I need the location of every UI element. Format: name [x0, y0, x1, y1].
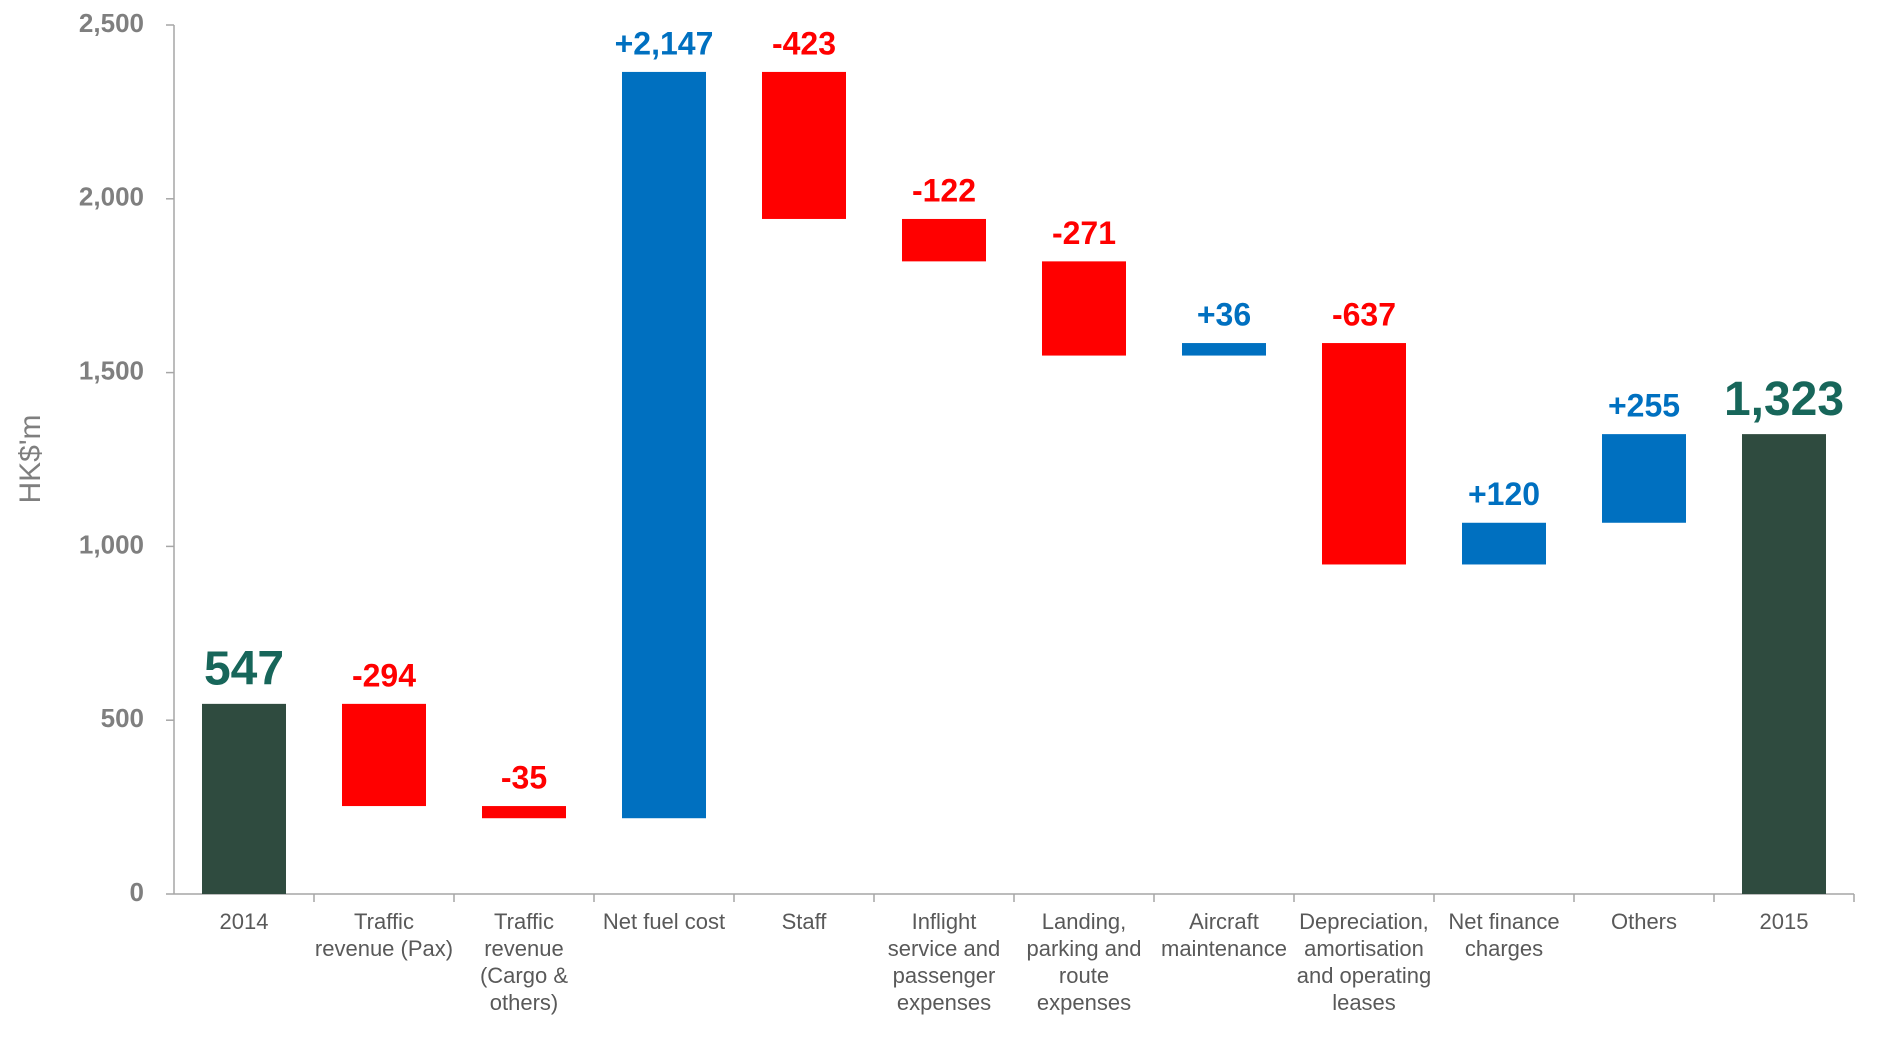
x-tick-label: Net finance charges: [1448, 909, 1560, 961]
x-tick-label: Traffic revenue (Pax): [314, 909, 454, 961]
bar: [482, 806, 566, 819]
value-label: -271: [1052, 215, 1116, 251]
bar: [342, 703, 426, 807]
value-label: +36: [1197, 297, 1251, 333]
x-tick-label: 2014: [219, 909, 269, 934]
y-tick-label: 2,500: [79, 8, 144, 38]
y-axis-label: HK$'m: [14, 414, 47, 503]
x-tick-label: 2015: [1759, 909, 1809, 934]
bar: [1742, 434, 1826, 894]
x-tick-label: Net fuel cost: [602, 909, 726, 934]
y-tick-label: 1,500: [79, 355, 144, 385]
bar: [762, 71, 846, 219]
value-label: -637: [1332, 297, 1396, 333]
bar: [202, 703, 286, 894]
y-tick-label: 1,000: [79, 529, 144, 559]
value-label: -294: [352, 657, 416, 693]
value-label: -35: [501, 760, 547, 796]
x-tick-label: Landing, parking and route expenses: [1026, 909, 1142, 1015]
bar: [1322, 343, 1406, 565]
bar: [622, 71, 706, 819]
value-label: +2,147: [615, 25, 714, 61]
x-tick-label: Aircraft maintenance: [1161, 909, 1287, 961]
bar: [1602, 434, 1686, 523]
x-tick-label: Traffic revenue (Cargo & others): [479, 909, 569, 1015]
value-label: 1,323: [1724, 373, 1844, 426]
y-tick-label: 2,000: [79, 182, 144, 212]
bar: [1462, 522, 1546, 565]
value-label: +255: [1608, 388, 1680, 424]
x-tick-label: Depreciation, amortisation and operating…: [1296, 909, 1432, 1015]
value-label: +120: [1468, 476, 1540, 512]
value-label: 547: [204, 643, 284, 696]
bar: [902, 218, 986, 262]
x-tick-label: Staff: [781, 909, 827, 934]
bar: [1042, 261, 1126, 356]
y-tick-label: 0: [130, 877, 144, 907]
value-label: -423: [772, 25, 836, 61]
x-tick-label: Inflight service and passenger expenses: [887, 909, 1001, 1015]
x-tick-label: Others: [1610, 909, 1678, 934]
value-label: -122: [912, 172, 976, 208]
bar: [1182, 343, 1266, 356]
y-tick-label: 500: [101, 703, 144, 733]
